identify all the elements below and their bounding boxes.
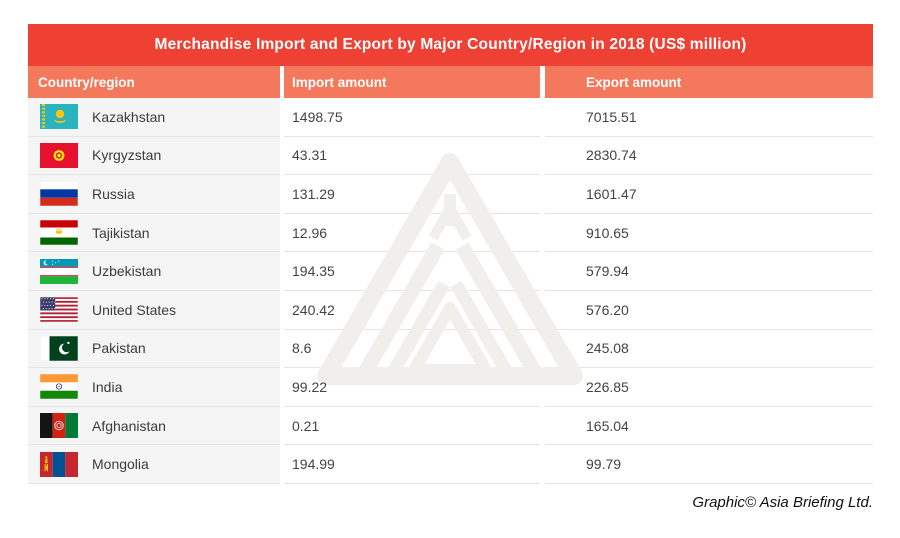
export-amount-value: 226.85 [586,378,629,395]
export-amount-cell: 165.04 [545,406,873,446]
country-cell: Russia [28,175,280,214]
export-amount-value: 910.65 [586,224,629,241]
country-cell: Mongolia [28,445,280,484]
import-amount-cell: 131.29 [284,175,540,214]
import-amount-value: 43.31 [292,147,328,164]
data-table: Merchandise Import and Export by Major C… [28,24,873,484]
flag-icon-kg [40,142,78,168]
export-amount-cell: 579.94 [545,252,873,291]
page-title-text: Merchandise Import and Export by Major C… [154,36,747,53]
import-amount-cell: 99.22 [284,368,540,407]
country-cell: India [28,368,280,407]
country-name: Afghanistan [92,417,166,434]
country-cell: Kazakhstan [28,98,280,137]
country-cell: Pakistan [28,329,280,369]
export-amount-cell: 7015.51 [545,98,873,137]
flag-icon-us [40,297,78,323]
country-name: Mongolia [92,456,149,473]
table-row: Afghanistan 0.21 165.04 [28,406,873,446]
column-header-export: Export amount [545,66,873,98]
import-amount-value: 8.6 [292,340,312,357]
country-cell: Afghanistan [28,406,280,446]
country-name: Kyrgyzstan [92,147,162,164]
export-amount-cell: 1601.47 [545,175,873,214]
import-amount-cell: 194.35 [284,252,540,291]
country-name: India [92,378,123,395]
table-row: Kyrgyzstan 43.31 2830.74 [28,136,873,176]
page-title: Merchandise Import and Export by Major C… [28,24,873,66]
country-name: Pakistan [92,340,146,357]
import-amount-value: 1498.75 [292,108,343,125]
import-amount-value: 131.29 [292,185,335,202]
flag-icon-in [40,374,78,400]
export-amount-value: 579.94 [586,263,629,280]
export-amount-cell: 245.08 [545,329,873,369]
import-amount-value: 194.99 [292,456,335,473]
flag-icon-kz [40,104,78,130]
table-row: Russia 131.29 1601.47 [28,175,873,214]
import-amount-value: 194.35 [292,263,335,280]
export-amount-cell: 910.65 [545,213,873,253]
country-name: Tajikistan [92,224,150,241]
import-amount-cell: 1498.75 [284,98,540,137]
table-row: Pakistan 8.6 245.08 [28,329,873,369]
country-name: Kazakhstan [92,108,166,125]
export-amount-cell: 2830.74 [545,136,873,176]
flag-icon-uz [40,258,78,284]
export-amount-value: 245.08 [586,340,629,357]
footer-credit: Graphic© Asia Briefing Ltd. [692,494,873,511]
column-header-import: Import amount [284,66,540,98]
table-header-row: Country/region Import amount Export amou… [28,66,873,98]
import-amount-value: 240.42 [292,301,335,318]
import-amount-cell: 240.42 [284,290,540,330]
country-cell: Tajikistan [28,213,280,253]
column-header-country: Country/region [28,66,280,98]
flag-icon-ru [40,181,78,207]
country-name: United States [92,301,177,318]
table-row: Uzbekistan 194.35 579.94 [28,252,873,291]
table-body: Kazakhstan 1498.75 7015.51 Kyrgyzstan 43… [28,98,873,484]
import-amount-cell: 194.99 [284,445,540,484]
export-amount-value: 7015.51 [586,108,637,125]
import-amount-value: 99.22 [292,378,328,395]
import-amount-cell: 12.96 [284,213,540,253]
country-name: Uzbekistan [92,263,162,280]
export-amount-value: 99.79 [586,456,622,473]
table-row: United States 240.42 576.20 [28,290,873,330]
table-row: India 99.22 226.85 [28,368,873,407]
export-amount-value: 2830.74 [586,147,637,164]
flag-icon-af [40,413,78,439]
import-amount-cell: 0.21 [284,406,540,446]
table-row: Mongolia 194.99 99.79 [28,445,873,484]
country-cell: Uzbekistan [28,252,280,291]
flag-icon-mn [40,451,78,477]
export-amount-cell: 576.20 [545,290,873,330]
export-amount-value: 1601.47 [586,185,637,202]
flag-icon-tj [40,220,78,246]
import-amount-cell: 8.6 [284,329,540,369]
export-amount-cell: 226.85 [545,368,873,407]
table-row: Tajikistan 12.96 910.65 [28,213,873,253]
export-amount-cell: 99.79 [545,445,873,484]
import-amount-value: 0.21 [292,417,320,434]
import-amount-cell: 43.31 [284,136,540,176]
import-amount-value: 12.96 [292,224,328,241]
table-row: Kazakhstan 1498.75 7015.51 [28,98,873,137]
export-amount-value: 165.04 [586,417,629,434]
country-name: Russia [92,185,135,202]
export-amount-value: 576.20 [586,301,629,318]
country-cell: United States [28,290,280,330]
flag-icon-pk [40,335,78,361]
country-cell: Kyrgyzstan [28,136,280,176]
